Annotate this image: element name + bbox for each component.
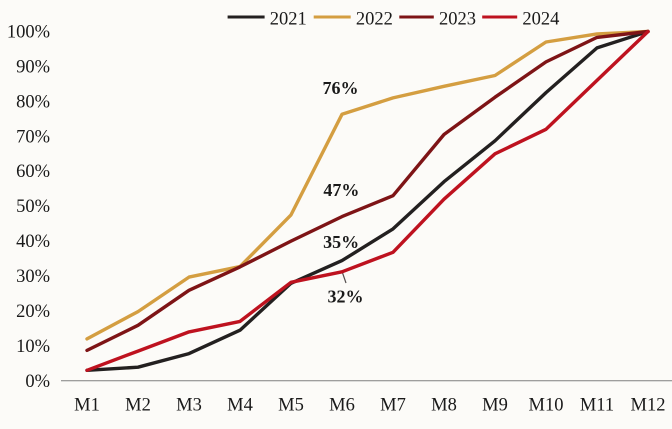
- svg-text:M7: M7: [380, 395, 406, 415]
- svg-text:10%: 10%: [16, 337, 50, 357]
- svg-text:2023: 2023: [439, 10, 476, 30]
- svg-text:M12: M12: [631, 395, 666, 415]
- svg-text:40%: 40%: [16, 232, 50, 252]
- svg-text:35%: 35%: [323, 232, 359, 252]
- svg-text:30%: 30%: [16, 267, 50, 287]
- svg-text:70%: 70%: [16, 127, 50, 147]
- svg-text:M6: M6: [329, 395, 355, 415]
- svg-text:76%: 76%: [323, 78, 359, 98]
- svg-text:20%: 20%: [16, 302, 50, 322]
- svg-text:90%: 90%: [16, 57, 50, 77]
- svg-text:M9: M9: [482, 395, 508, 415]
- svg-text:M2: M2: [125, 395, 151, 415]
- svg-text:M8: M8: [431, 395, 457, 415]
- svg-text:47%: 47%: [323, 180, 359, 200]
- svg-text:M5: M5: [278, 395, 304, 415]
- svg-text:M4: M4: [227, 395, 253, 415]
- svg-text:M11: M11: [580, 395, 614, 415]
- svg-text:100%: 100%: [7, 23, 50, 43]
- svg-text:50%: 50%: [16, 197, 50, 217]
- svg-text:80%: 80%: [16, 92, 50, 112]
- svg-text:2021: 2021: [270, 10, 307, 30]
- svg-text:60%: 60%: [16, 162, 50, 182]
- svg-text:2022: 2022: [356, 10, 393, 30]
- svg-text:32%: 32%: [328, 287, 364, 307]
- svg-text:M3: M3: [176, 395, 202, 415]
- svg-text:2024: 2024: [522, 10, 559, 30]
- svg-text:0%: 0%: [25, 372, 50, 392]
- svg-text:M1: M1: [74, 395, 100, 415]
- svg-text:M10: M10: [529, 395, 564, 415]
